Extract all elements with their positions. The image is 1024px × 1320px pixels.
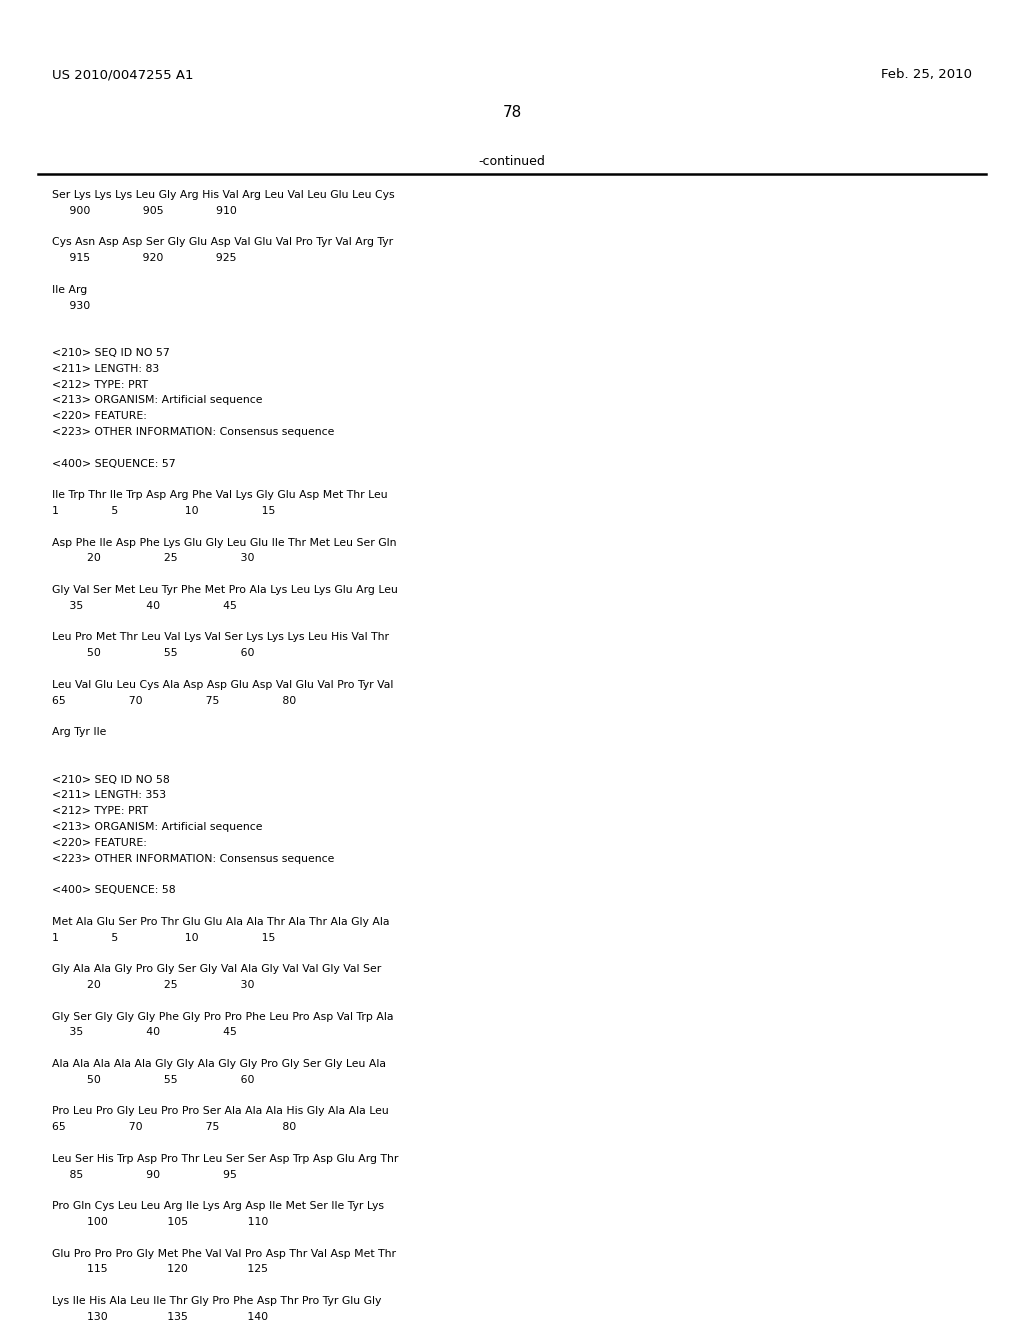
Text: <223> OTHER INFORMATION: Consensus sequence: <223> OTHER INFORMATION: Consensus seque… [52, 426, 335, 437]
Text: <210> SEQ ID NO 58: <210> SEQ ID NO 58 [52, 775, 170, 784]
Text: Pro Leu Pro Gly Leu Pro Pro Ser Ala Ala Ala His Gly Ala Ala Leu: Pro Leu Pro Gly Leu Pro Pro Ser Ala Ala … [52, 1106, 389, 1117]
Text: 115                 120                 125: 115 120 125 [52, 1265, 268, 1274]
Text: <223> OTHER INFORMATION: Consensus sequence: <223> OTHER INFORMATION: Consensus seque… [52, 854, 335, 863]
Text: <220> FEATURE:: <220> FEATURE: [52, 412, 146, 421]
Text: <211> LENGTH: 353: <211> LENGTH: 353 [52, 791, 166, 800]
Text: 1               5                   10                  15: 1 5 10 15 [52, 933, 275, 942]
Text: <212> TYPE: PRT: <212> TYPE: PRT [52, 807, 148, 816]
Text: 900               905               910: 900 905 910 [52, 206, 237, 215]
Text: Leu Pro Met Thr Leu Val Lys Val Ser Lys Lys Lys Leu His Val Thr: Leu Pro Met Thr Leu Val Lys Val Ser Lys … [52, 632, 389, 643]
Text: 930: 930 [52, 301, 90, 310]
Text: <212> TYPE: PRT: <212> TYPE: PRT [52, 380, 148, 389]
Text: Ile Arg: Ile Arg [52, 285, 87, 294]
Text: 50                  55                  60: 50 55 60 [52, 1074, 255, 1085]
Text: Lys Ile His Ala Leu Ile Thr Gly Pro Phe Asp Thr Pro Tyr Glu Gly: Lys Ile His Ala Leu Ile Thr Gly Pro Phe … [52, 1296, 381, 1305]
Text: Feb. 25, 2010: Feb. 25, 2010 [881, 69, 972, 81]
Text: Arg Tyr Ile: Arg Tyr Ile [52, 727, 106, 737]
Text: 100                 105                 110: 100 105 110 [52, 1217, 268, 1228]
Text: Ala Ala Ala Ala Ala Gly Gly Ala Gly Gly Pro Gly Ser Gly Leu Ala: Ala Ala Ala Ala Ala Gly Gly Ala Gly Gly … [52, 1059, 386, 1069]
Text: Gly Ser Gly Gly Gly Phe Gly Pro Pro Phe Leu Pro Asp Val Trp Ala: Gly Ser Gly Gly Gly Phe Gly Pro Pro Phe … [52, 1011, 393, 1022]
Text: US 2010/0047255 A1: US 2010/0047255 A1 [52, 69, 194, 81]
Text: 20                  25                  30: 20 25 30 [52, 979, 255, 990]
Text: <210> SEQ ID NO 57: <210> SEQ ID NO 57 [52, 348, 170, 358]
Text: Leu Val Glu Leu Cys Ala Asp Asp Glu Asp Val Glu Val Pro Tyr Val: Leu Val Glu Leu Cys Ala Asp Asp Glu Asp … [52, 680, 393, 690]
Text: Glu Pro Pro Pro Gly Met Phe Val Val Pro Asp Thr Val Asp Met Thr: Glu Pro Pro Pro Gly Met Phe Val Val Pro … [52, 1249, 396, 1258]
Text: 130                 135                 140: 130 135 140 [52, 1312, 268, 1320]
Text: <211> LENGTH: 83: <211> LENGTH: 83 [52, 364, 160, 374]
Text: Pro Gln Cys Leu Leu Arg Ile Lys Arg Asp Ile Met Ser Ile Tyr Lys: Pro Gln Cys Leu Leu Arg Ile Lys Arg Asp … [52, 1201, 384, 1212]
Text: 50                  55                  60: 50 55 60 [52, 648, 255, 659]
Text: 78: 78 [503, 106, 521, 120]
Text: Asp Phe Ile Asp Phe Lys Glu Gly Leu Glu Ile Thr Met Leu Ser Gln: Asp Phe Ile Asp Phe Lys Glu Gly Leu Glu … [52, 537, 396, 548]
Text: <213> ORGANISM: Artificial sequence: <213> ORGANISM: Artificial sequence [52, 822, 262, 832]
Text: 20                  25                  30: 20 25 30 [52, 553, 255, 564]
Text: Cys Asn Asp Asp Ser Gly Glu Asp Val Glu Val Pro Tyr Val Arg Tyr: Cys Asn Asp Asp Ser Gly Glu Asp Val Glu … [52, 238, 393, 247]
Text: <400> SEQUENCE: 58: <400> SEQUENCE: 58 [52, 886, 176, 895]
Text: 35                  40                  45: 35 40 45 [52, 601, 237, 611]
Text: 85                  90                  95: 85 90 95 [52, 1170, 237, 1180]
Text: 35                  40                  45: 35 40 45 [52, 1027, 237, 1038]
Text: Ser Lys Lys Lys Leu Gly Arg His Val Arg Leu Val Leu Glu Leu Cys: Ser Lys Lys Lys Leu Gly Arg His Val Arg … [52, 190, 394, 201]
Text: <400> SEQUENCE: 57: <400> SEQUENCE: 57 [52, 458, 176, 469]
Text: 65                  70                  75                  80: 65 70 75 80 [52, 1122, 296, 1133]
Text: <213> ORGANISM: Artificial sequence: <213> ORGANISM: Artificial sequence [52, 396, 262, 405]
Text: -continued: -continued [478, 154, 546, 168]
Text: 1               5                   10                  15: 1 5 10 15 [52, 506, 275, 516]
Text: Leu Ser His Trp Asp Pro Thr Leu Ser Ser Asp Trp Asp Glu Arg Thr: Leu Ser His Trp Asp Pro Thr Leu Ser Ser … [52, 1154, 398, 1164]
Text: Met Ala Glu Ser Pro Thr Glu Glu Ala Ala Thr Ala Thr Ala Gly Ala: Met Ala Glu Ser Pro Thr Glu Glu Ala Ala … [52, 917, 389, 927]
Text: <220> FEATURE:: <220> FEATURE: [52, 838, 146, 847]
Text: 65                  70                  75                  80: 65 70 75 80 [52, 696, 296, 706]
Text: Ile Trp Thr Ile Trp Asp Arg Phe Val Lys Gly Glu Asp Met Thr Leu: Ile Trp Thr Ile Trp Asp Arg Phe Val Lys … [52, 490, 388, 500]
Text: 915               920               925: 915 920 925 [52, 253, 237, 263]
Text: Gly Val Ser Met Leu Tyr Phe Met Pro Ala Lys Leu Lys Glu Arg Leu: Gly Val Ser Met Leu Tyr Phe Met Pro Ala … [52, 585, 398, 595]
Text: Gly Ala Ala Gly Pro Gly Ser Gly Val Ala Gly Val Val Gly Val Ser: Gly Ala Ala Gly Pro Gly Ser Gly Val Ala … [52, 964, 381, 974]
